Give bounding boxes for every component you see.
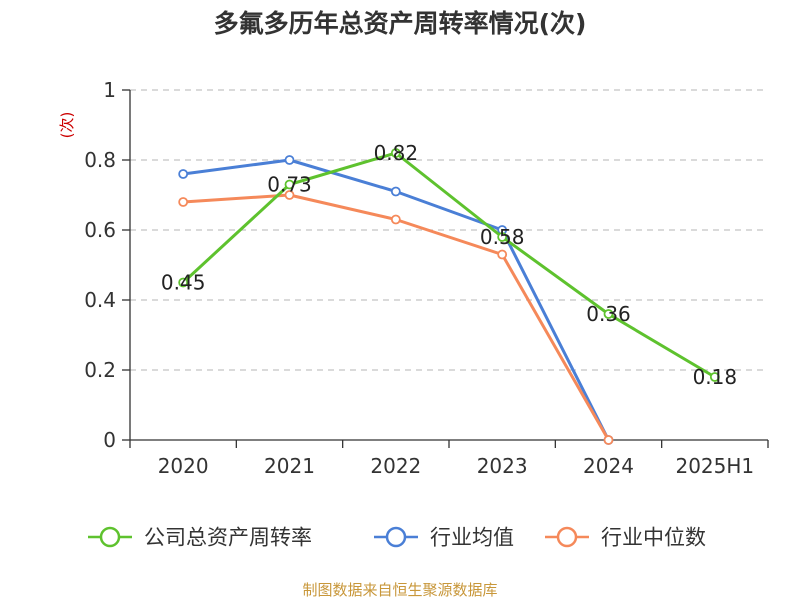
x-tick-label: 2022 [370,454,421,478]
legend-label[interactable]: 公司总资产周转率 [144,526,312,550]
x-tick-label: 2024 [583,454,634,478]
y-tick-label: 0.2 [84,358,116,382]
data-point [603,435,614,445]
y-tick-label: 1 [103,78,116,102]
data-point [390,148,401,158]
data-point [709,372,720,382]
legend-label[interactable]: 行业均值 [430,526,514,550]
y-tick-label: 0.8 [84,148,116,172]
legend-label[interactable]: 行业中位数 [601,526,706,550]
series-layer [178,148,720,445]
data-label: 0.36 [586,302,631,326]
y-tick-label: 0.4 [84,288,116,312]
series-line-2 [181,193,610,442]
x-tick-label: 2025H1 [675,454,754,478]
data-label: 0.73 [267,173,312,197]
x-tick-label: 2023 [477,454,528,478]
legend-swatch-marker[interactable] [556,526,578,548]
legend[interactable]: 公司总资产周转率 行业均值 行业中位数 [88,526,706,550]
data-point [178,169,189,179]
source-note: 制图数据来自恒生聚源数据库 [302,581,497,599]
chart-title: 多氟多历年总资产周转率情况(次) [214,9,587,38]
data-label: 0.82 [374,141,419,165]
data-point [178,277,189,288]
data-point [178,197,189,207]
data-point [390,214,401,225]
data-label: 0.58 [480,225,525,249]
y-tick-label: 0.6 [84,218,116,242]
x-tick-label: 2020 [158,454,209,478]
data-point [284,155,295,165]
data-point [497,249,508,260]
legend-swatch-marker[interactable] [99,526,121,548]
legend-swatch-marker[interactable] [385,526,407,548]
data-point [497,232,508,242]
data-point [603,309,614,319]
data-label: 0.18 [693,365,738,389]
y-tick-label: 0 [103,428,116,452]
data-point [390,186,401,197]
data-point [284,190,295,200]
x-tick-label: 2021 [264,454,315,478]
series-line-0 [181,151,717,379]
grid-lines [130,89,768,371]
y-axis-label: (次) [58,112,76,139]
data-point [284,179,295,190]
axes: 0 0.2 0.4 0.6 0.8 1 2020 2021 2022 2023 2024 2025H1 [84,78,769,478]
data-label: 0.45 [161,271,206,295]
data-labels: 0.45 0.73 0.82 0.58 0.36 0.18 [161,141,737,389]
